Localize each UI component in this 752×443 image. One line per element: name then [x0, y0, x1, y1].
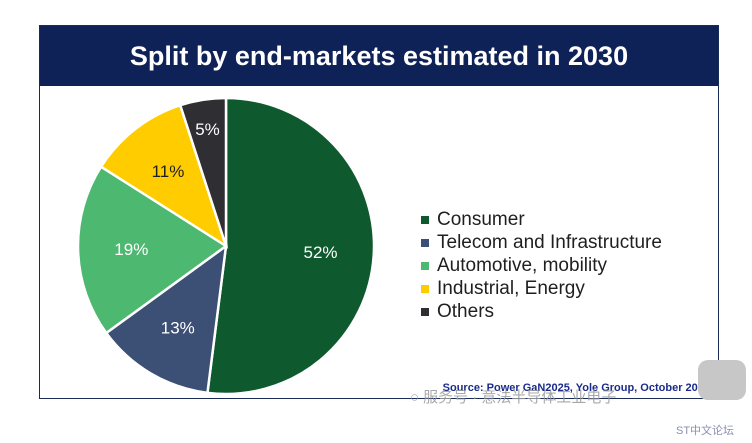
legend-label: Telecom and Infrastructure [437, 232, 662, 253]
watermark: ○ 服务号 · 意法半导体工业电子 [410, 386, 616, 407]
legend-item: Telecom and Infrastructure [421, 231, 662, 254]
slice-label: 5% [195, 120, 220, 139]
legend-swatch [421, 307, 429, 316]
forum-logo-text: ST中文论坛 [676, 425, 735, 437]
legend-swatch [421, 261, 429, 270]
pie-chart: 52% 13% 19% 11% 5% [76, 96, 376, 396]
title-bar: Split by end-markets estimated in 2030 [40, 26, 718, 86]
slice-label: 11% [152, 162, 185, 181]
forum-logo-icon [698, 360, 746, 400]
slice-label: 13% [161, 319, 195, 338]
legend-item: Consumer [421, 208, 662, 231]
legend-item: Automotive, mobility [421, 254, 662, 277]
pie-slice-telecom-and-infrastructure [104, 243, 228, 395]
legend-item: Others [421, 300, 662, 323]
legend-swatch [421, 284, 429, 293]
legend-swatch [421, 215, 429, 224]
pie-slice-others [178, 96, 228, 247]
wechat-icon: ○ [410, 389, 420, 406]
legend-label: Others [437, 301, 495, 322]
pie-slice-automotive-mobility [76, 164, 229, 335]
legend-label: Consumer [437, 209, 525, 230]
slice-label: 52% [304, 243, 338, 262]
chart-title: Split by end-markets estimated in 2030 [129, 40, 629, 71]
watermark-text: 服务号 · 意法半导体工业电子 [423, 389, 617, 406]
slice-label: 19% [114, 240, 148, 259]
pie-slice-industrial-energy [99, 103, 229, 249]
source-note: Source: Power GaN2025, Yole Group, Octob… [442, 382, 710, 394]
legend-item: Industrial, Energy [421, 277, 662, 300]
legend: Consumer Telecom and Infrastructure Automo… [421, 208, 662, 323]
legend-label: Industrial, Energy [437, 278, 585, 299]
legend-swatch [421, 238, 429, 247]
chart-frame: Split by end-markets estimated in 2030 5… [39, 25, 719, 399]
legend-label: Automotive, mobility [437, 255, 608, 276]
pie-slice-consumer [206, 96, 376, 396]
